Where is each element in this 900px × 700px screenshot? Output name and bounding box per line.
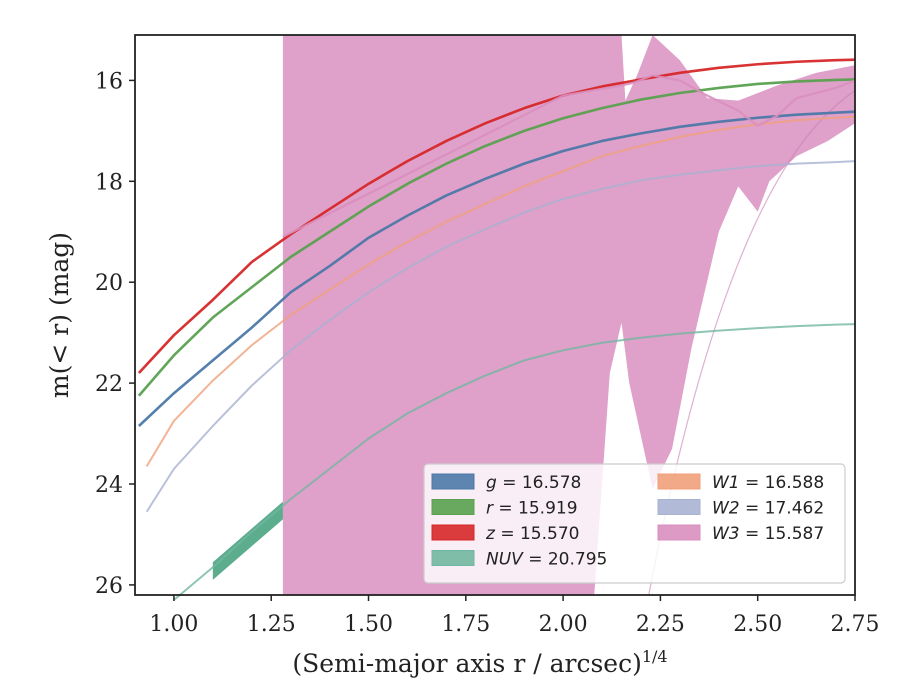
legend-label-w3: W3 = 15.587 bbox=[712, 524, 824, 544]
x-tick-label: 1.50 bbox=[344, 612, 393, 637]
y-tick-label: 18 bbox=[95, 170, 123, 195]
x-tick-label: 2.75 bbox=[831, 612, 880, 637]
series-line-w1 bbox=[145, 115, 856, 467]
legend-box bbox=[423, 463, 846, 584]
legend-swatch-w3 bbox=[657, 524, 701, 541]
y-tick-label: 20 bbox=[95, 271, 123, 296]
x-tick-label: 2.00 bbox=[539, 612, 588, 637]
x-axis-label-main: (Semi-major axis r / arcsec) bbox=[292, 649, 641, 678]
x-axis-label-exponent: 1/4 bbox=[642, 647, 668, 666]
legend-swatch-w1 bbox=[657, 473, 701, 490]
series-line-w2 bbox=[145, 160, 856, 513]
series-layer bbox=[137, 58, 856, 601]
legend: g = 16.578 r = 15.919 z = 15.570 NUV = 20.7… bbox=[423, 463, 846, 584]
legend-swatch-w2 bbox=[657, 499, 701, 515]
legend-swatch-nuv bbox=[431, 550, 475, 566]
x-tick-label: 1.75 bbox=[441, 612, 490, 637]
y-tick-label: 24 bbox=[95, 473, 123, 498]
w3-band-inner-edge bbox=[648, 90, 856, 596]
y-axis-ticks: 16 18 20 22 24 26 bbox=[95, 69, 135, 599]
y-tick-label: 26 bbox=[95, 574, 123, 599]
legend-label-r: r = 15.919 bbox=[486, 499, 578, 519]
x-tick-label: 1.00 bbox=[149, 612, 198, 637]
x-tick-label: 1.25 bbox=[247, 612, 296, 637]
legend-label-nuv: NUV = 20.795 bbox=[486, 550, 607, 570]
legend-swatch-z bbox=[431, 524, 475, 541]
x-tick-label: 2.25 bbox=[636, 612, 685, 637]
x-axis-label: (Semi-major axis r / arcsec)1/4 bbox=[292, 647, 667, 678]
x-axis-ticks: 1.00 1.25 1.50 1.75 2.00 2.25 2.50 2.75 bbox=[149, 595, 879, 637]
y-tick-label: 16 bbox=[95, 69, 123, 94]
legend-label-z: z = 15.570 bbox=[485, 524, 579, 544]
legend-label-g: g = 16.578 bbox=[486, 473, 581, 493]
legend-label-w2: W2 = 17.462 bbox=[712, 499, 824, 519]
legend-swatch-g bbox=[431, 473, 475, 490]
series-line-z bbox=[137, 58, 856, 374]
y-tick-label: 22 bbox=[95, 372, 123, 397]
series-line-r bbox=[137, 78, 856, 397]
legend-swatch-r bbox=[431, 499, 475, 515]
legend-label-w1: W1 = 16.588 bbox=[712, 473, 824, 493]
series-line-w3 bbox=[282, 74, 856, 238]
x-tick-label: 2.50 bbox=[733, 612, 782, 637]
series-line-g bbox=[138, 110, 856, 427]
plot-frame bbox=[134, 34, 856, 596]
series-line-nuv bbox=[173, 323, 856, 601]
y-axis-label: m(< r) (mag) bbox=[45, 232, 74, 398]
